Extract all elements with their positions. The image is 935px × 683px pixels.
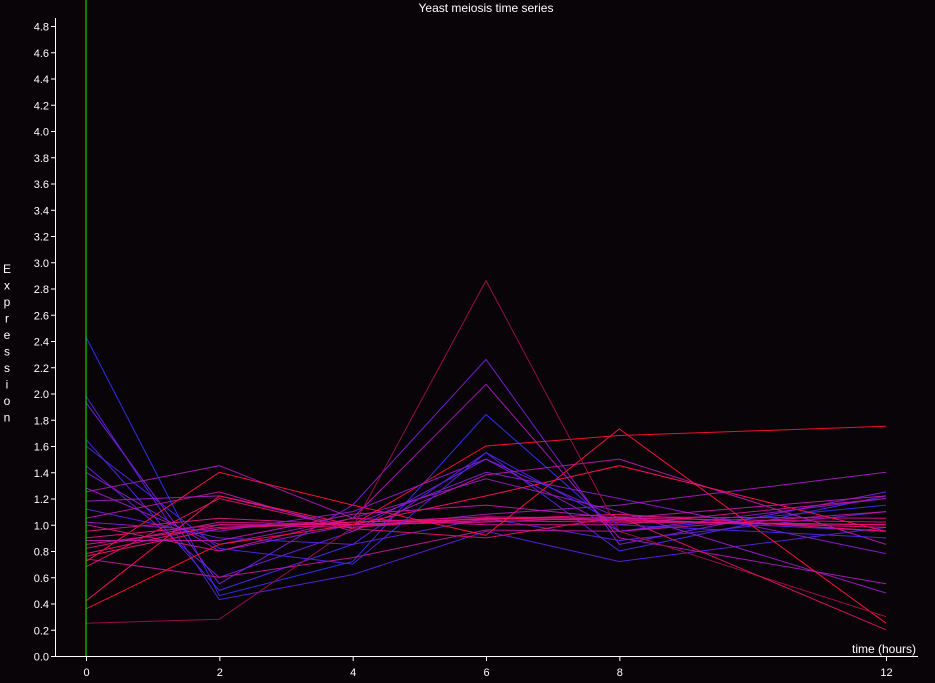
- series-line-25: [85, 458, 887, 532]
- y-axis-ticks: 0.0 0.2 0.4 0.6 0.8 1.0 1.2 1.4 1.6 1.8 2.0 2.2 2.4 2…: [34, 22, 56, 664]
- y-axis-title-letter: p: [4, 295, 11, 309]
- series-line-11: [85, 458, 887, 545]
- y-tick-label: 3.4: [34, 205, 49, 217]
- y-tick-label: 2.0: [34, 389, 49, 401]
- y-axis-title-letter: s: [4, 345, 10, 359]
- series-line-7: [85, 478, 887, 594]
- y-axis-title-letter: o: [4, 394, 11, 408]
- y-axis-title-letter: s: [4, 361, 10, 375]
- y-tick-label: 0.4: [34, 599, 49, 611]
- series-line-20: [85, 428, 887, 624]
- x-tick-label: 6: [483, 667, 489, 679]
- series-line-27: [86, 495, 887, 541]
- x-axis-title: time (hours): [852, 642, 916, 656]
- y-axis-title-letter: E: [3, 262, 11, 276]
- series-line-4: [85, 439, 887, 591]
- y-tick-label: 4.6: [34, 48, 49, 60]
- y-tick-label: 3.0: [34, 258, 49, 270]
- series-line-22: [85, 465, 887, 602]
- y-tick-label: 3.6: [34, 179, 49, 191]
- y-tick-label: 1.0: [34, 520, 49, 532]
- y-tick-label: 0.0: [34, 652, 49, 664]
- y-tick-label: 1.6: [34, 442, 49, 454]
- y-tick-label: 1.2: [34, 494, 49, 506]
- series-line-19: [85, 511, 887, 578]
- y-tick-label: 3.2: [34, 232, 49, 244]
- y-axis-title-letter: r: [5, 312, 9, 326]
- y-axis-title-letter: n: [4, 411, 11, 425]
- series-line-24: [85, 497, 887, 631]
- series-lines: [85, 279, 887, 631]
- y-tick-label: 2.4: [34, 337, 49, 349]
- y-tick-label: 4.8: [34, 22, 49, 34]
- x-tick-label: 2: [217, 667, 223, 679]
- y-tick-label: 2.8: [34, 284, 49, 296]
- y-tick-label: 4.4: [34, 74, 49, 86]
- y-tick-label: 0.2: [34, 625, 49, 637]
- y-tick-label: 4.0: [34, 127, 49, 139]
- x-tick-label: 4: [350, 667, 356, 679]
- x-tick-label: 8: [617, 667, 623, 679]
- series-line-3: [85, 358, 887, 585]
- y-tick-label: 2.6: [34, 310, 49, 322]
- y-tick-label: 1.8: [34, 415, 49, 427]
- y-tick-label: 0.6: [34, 573, 49, 585]
- y-tick-label: 3.8: [34, 153, 49, 165]
- y-tick-label: 4.2: [34, 100, 49, 112]
- chart-title: Yeast meiosis time series: [419, 1, 554, 15]
- y-tick-label: 1.4: [34, 468, 49, 480]
- x-tick-label: 12: [880, 667, 892, 679]
- y-tick-label: 2.2: [34, 363, 49, 375]
- y-axis-title-letter: x: [4, 279, 10, 293]
- series-line-18: [85, 513, 887, 557]
- series-line-23: [85, 279, 887, 624]
- y-axis-title-letter: e: [4, 328, 11, 342]
- series-line-26: [85, 445, 887, 565]
- y-tick-label: 0.8: [34, 547, 49, 559]
- x-tick-label: 0: [83, 667, 89, 679]
- y-axis-title-letter: i: [6, 378, 9, 392]
- x-axis-ticks: 0 2 4 6 8 12: [83, 656, 893, 679]
